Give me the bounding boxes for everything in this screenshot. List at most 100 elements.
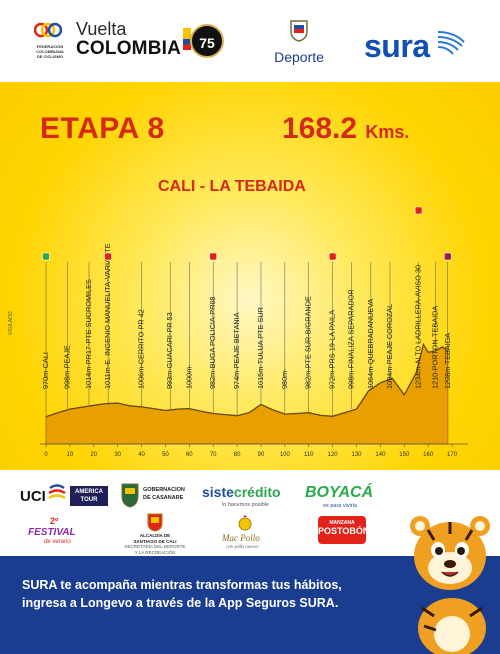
anniversary-badge: 75 bbox=[190, 24, 224, 58]
deporte-text: Deporte bbox=[274, 49, 324, 65]
x-tick-label: 0 bbox=[44, 452, 48, 458]
waypoint-label: 993m-GUACARI-PR 53 bbox=[165, 312, 174, 389]
x-tick-label: 170 bbox=[447, 452, 458, 458]
sprint-marker-icon bbox=[209, 252, 217, 261]
waypoint-label: 1208m-TEBAIDA bbox=[443, 333, 452, 389]
credito-text: crédito bbox=[233, 484, 281, 500]
x-tick-label: 140 bbox=[375, 452, 386, 458]
message-line-1: SURA te acompaña mientras transformas tu… bbox=[22, 578, 342, 592]
sistecredito-tagline: lo hacemos posible bbox=[222, 502, 270, 508]
kom-marker-icon bbox=[414, 206, 423, 215]
america-text: AMERICA bbox=[75, 489, 103, 495]
postobon-text: POSTOBÓN bbox=[318, 526, 370, 536]
x-tick-label: 30 bbox=[114, 452, 121, 458]
uci-stripes-icon bbox=[48, 484, 66, 500]
america-tour-logo: AMERICA TOUR bbox=[70, 486, 108, 506]
waypoint-label: 974m-PEAJE BETANIA bbox=[232, 312, 241, 389]
casanare-line-1: GOBERNACION bbox=[143, 487, 185, 493]
boyaca-logo: BOYACÁ bbox=[305, 484, 374, 501]
waypoint-label: 1234m-ALTO LADRILLERA-AVISO 30 bbox=[414, 265, 423, 389]
federation-text-2: COLOMBIANA bbox=[36, 49, 64, 54]
x-tick-label: 90 bbox=[258, 452, 265, 458]
sprint-marker-icon bbox=[104, 252, 112, 261]
message-line-2: ingresa a Longevo a través de la App Seg… bbox=[22, 596, 339, 610]
waypoint-label: 1064m-QUEBRADANUEVA bbox=[366, 299, 375, 389]
festival-logo: 2º FESTIVAL de verano bbox=[28, 516, 98, 550]
macpollo-logo: Mac Pollo bbox=[222, 533, 260, 543]
sura-logo: sura bbox=[364, 28, 430, 64]
distance-unit: Kms. bbox=[365, 122, 410, 142]
tiger-mascot-icon bbox=[410, 516, 490, 654]
waypoint-label: 1000m- bbox=[184, 364, 193, 389]
casanare-line-2: DE CASANARE bbox=[143, 495, 184, 501]
waypoint-label: 998m-PEAJE bbox=[62, 345, 71, 389]
sura-message: SURA te acompaña mientras transformas tu… bbox=[22, 576, 402, 612]
x-tick-label: 110 bbox=[304, 452, 314, 458]
waypoint-label: 982m-BUGA POLICIA-PR68 bbox=[208, 297, 217, 389]
boyaca-tagline: es para vivirla bbox=[323, 503, 357, 509]
vuelta-logo: Vuelta COLOMBIA bbox=[76, 20, 181, 60]
x-tick-label: 10 bbox=[67, 452, 74, 458]
uci-logo: UCI bbox=[20, 488, 46, 505]
x-tick-label: 20 bbox=[90, 452, 97, 458]
x-tick-label: 70 bbox=[210, 452, 217, 458]
waypoint-label: 1006m-CERRITO PR 42 bbox=[137, 309, 146, 389]
elevation-profile-chart: 0 10 20 30 40 50 60 70 80 90 100 110 120 130 140 150 160… bbox=[40, 206, 468, 458]
x-tick-label: 40 bbox=[138, 452, 145, 458]
federation-logo: FEDERACIÓN COLOMBIANA DE CICLISMO bbox=[28, 20, 68, 64]
stage-distance: 168.2 Kms. bbox=[282, 112, 409, 146]
vuelta-word: Vuelta bbox=[76, 19, 127, 39]
tour-text: TOUR bbox=[80, 497, 98, 503]
cycling-rings-icon bbox=[34, 22, 62, 38]
waypoint-label: 972m-PRS 19-LA PAILA bbox=[328, 310, 337, 389]
sistecredito-logo: sistecrédito bbox=[202, 484, 281, 500]
waypoint-label: 1015m-TULUA PTE SUR bbox=[256, 307, 265, 389]
waypoint-label: 970m-CALI bbox=[41, 352, 50, 389]
waypoint-label: 998m-FINALIZA SEPARADOR bbox=[347, 289, 356, 389]
x-tick-label: 50 bbox=[162, 452, 169, 458]
sprint-marker-icon bbox=[328, 252, 337, 261]
x-tick-label: 80 bbox=[234, 452, 241, 458]
cali-shield-icon bbox=[147, 513, 163, 532]
x-tick-label: 160 bbox=[423, 452, 434, 458]
waypoint-label: 1014m-PR17-PTE SUCROMILES bbox=[84, 279, 93, 389]
coat-of-arms-icon bbox=[290, 20, 308, 42]
profile-line bbox=[45, 342, 449, 418]
waypoint-label: 982m-PTE SUR-B/GRANDE bbox=[304, 296, 313, 389]
sponsors-strip: UCI AMERICA TOUR GOBERNACION DE CASANARE… bbox=[0, 470, 500, 556]
federation-text-3: DE CICLISMO bbox=[36, 54, 64, 59]
casanare-shield-icon bbox=[121, 483, 139, 508]
festival-text: FESTIVAL bbox=[28, 527, 76, 538]
waypoint-label: 1210-PORTON-TEBAIDA bbox=[430, 306, 439, 389]
cali-sub-2: Y LA RECREACIÓN bbox=[134, 549, 176, 555]
route-title: CALI - LA TEBAIDA bbox=[158, 178, 306, 195]
waypoint-label: 980m- bbox=[280, 368, 289, 389]
deporte-logo: Deporte bbox=[264, 18, 334, 65]
siste-text: siste bbox=[202, 484, 234, 500]
casanare-text: GOBERNACION DE CASANARE bbox=[143, 486, 185, 502]
colombia-flag-icon bbox=[183, 28, 191, 50]
x-tick-label: 100 bbox=[280, 452, 291, 458]
header-bar: FEDERACIÓN COLOMBIANA DE CICLISMO Vuelta… bbox=[0, 0, 500, 82]
vigilado-text: VIGILADO bbox=[8, 311, 14, 335]
postobon-top: MANZANA bbox=[329, 520, 355, 526]
x-tick-label: 150 bbox=[399, 452, 410, 458]
chicken-icon bbox=[238, 515, 252, 531]
cali-line-1: ALCALDÍA DE bbox=[139, 533, 171, 538]
distance-value: 168.2 bbox=[282, 112, 358, 145]
waypoint-label: 1094m-PEAJE COROZAL bbox=[385, 304, 394, 389]
federation-text-1: FEDERACIÓN bbox=[36, 44, 64, 49]
waypoint-label: 1011m-E. INGENIO MANUELITA-VARIANTE bbox=[103, 243, 112, 389]
cali-line-2: SANTIAGO DE CALI bbox=[133, 538, 177, 544]
finish-marker-icon bbox=[443, 252, 452, 261]
x-tick-label: 60 bbox=[186, 452, 193, 458]
start-marker-icon bbox=[42, 252, 50, 261]
x-tick-label: 130 bbox=[352, 452, 363, 458]
cali-sub-1: SECRETARÍA DEL DEPORTE bbox=[124, 544, 186, 549]
colombia-word: COLOMBIA bbox=[76, 38, 182, 59]
sura-wing-icon bbox=[437, 31, 465, 55]
x-tick-label: 120 bbox=[328, 452, 339, 458]
postobon-logo: MANZANA POSTOBÓN bbox=[318, 516, 370, 544]
message-bar bbox=[0, 556, 500, 654]
